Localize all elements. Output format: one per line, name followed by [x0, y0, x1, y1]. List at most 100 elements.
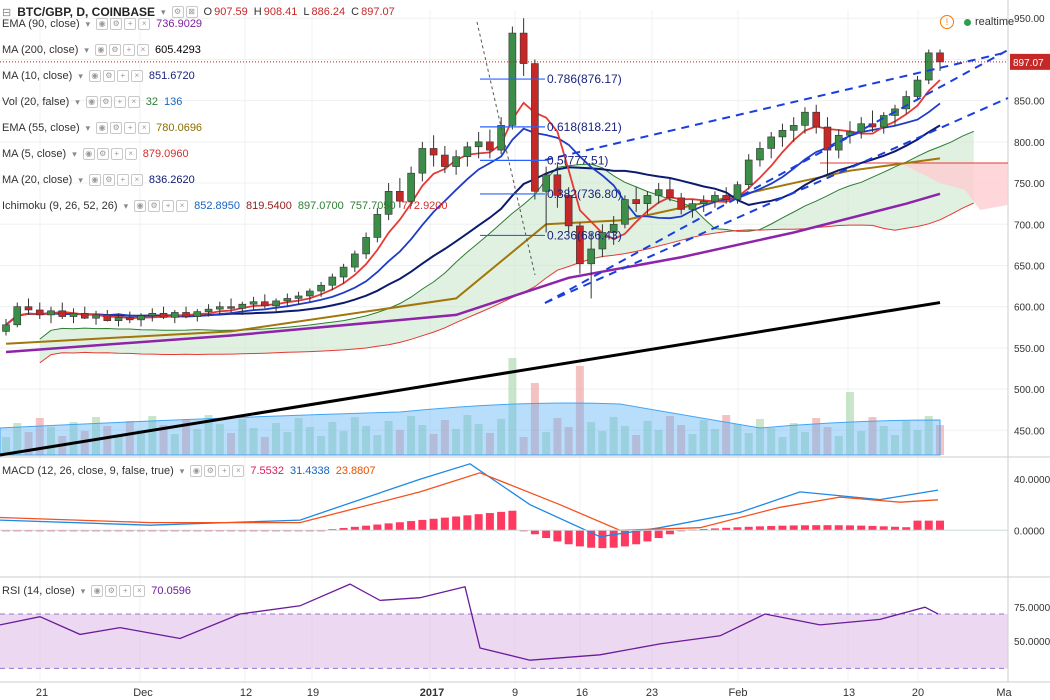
- ohlc-high: 908.41: [263, 6, 298, 18]
- volume-bar: [227, 433, 236, 455]
- price-tick-label: 450.00: [1014, 426, 1045, 437]
- candle-body: [418, 148, 427, 174]
- price-tick-label: 500.00: [1014, 385, 1045, 396]
- candle-body: [58, 310, 67, 317]
- macd-histogram-bar: [620, 530, 629, 547]
- date-tick-label: 12: [240, 687, 252, 699]
- macd-histogram-bar: [913, 520, 922, 531]
- ohlc-low: 886.24: [311, 6, 346, 18]
- rsi-tick-label: 50.0000: [1014, 637, 1050, 648]
- candle-body: [553, 174, 562, 196]
- indicator-value: 819.5400: [245, 200, 292, 212]
- indicator-controls[interactable]: ◉ ⚙ + ×: [190, 465, 245, 477]
- volume-bar: [80, 431, 89, 455]
- fib-level-label: 0.236(686.43): [547, 228, 622, 242]
- indicator-controls[interactable]: ◉ ⚙ + ×: [82, 148, 137, 160]
- indicator-dropdown-icon[interactable]: ▾: [78, 174, 83, 185]
- indicator-controls[interactable]: ◉ ⚙ + ×: [88, 70, 143, 82]
- volume-bar: [924, 416, 933, 455]
- indicator-dropdown-icon[interactable]: ▾: [80, 585, 86, 596]
- volume-bar: [69, 422, 78, 455]
- candle-body: [441, 154, 449, 167]
- indicator-controls[interactable]: ◉ ⚙ + ×: [134, 200, 189, 212]
- indicator-dropdown-icon[interactable]: ▾: [75, 96, 80, 107]
- trend-line-lower: [544, 97, 1009, 304]
- volume-bar: [452, 429, 461, 455]
- volume-bar: [722, 415, 731, 455]
- macd-legend: MACD (12, 26, close, 9, false, true) ▾ ◉ ⚙ +…: [2, 463, 376, 479]
- macd-histogram-bar: [733, 527, 742, 531]
- indicator-controls[interactable]: ◉ ⚙ + ×: [85, 96, 140, 108]
- realtime-indicator: ! realtime: [940, 15, 1014, 29]
- indicator-legend-1: MA (200, close) ▾ ◉ ⚙ + × 605.4293: [2, 42, 201, 58]
- volume-bar: [384, 421, 393, 455]
- candle-body: [317, 284, 325, 292]
- indicator-dropdown-icon[interactable]: ▾: [85, 122, 91, 133]
- indicator-controls[interactable]: ◉ ⚙ + ×: [91, 585, 146, 597]
- indicator-legend-5: MA (5, close) ▾ ◉ ⚙ + × 879.0960: [2, 146, 189, 162]
- indicator-dropdown-icon[interactable]: ▾: [179, 465, 185, 476]
- macd-histogram-bar: [407, 521, 416, 531]
- volume-bar: [868, 417, 877, 455]
- collapse-icon[interactable]: ⊟: [2, 6, 12, 19]
- indicator-dropdown-icon[interactable]: ▾: [85, 18, 91, 29]
- indicator-controls[interactable]: ◉ ⚙ + ×: [94, 44, 149, 56]
- candle-body: [474, 141, 483, 148]
- indicator-dropdown-icon[interactable]: ▾: [84, 44, 89, 55]
- warning-icon[interactable]: !: [940, 15, 954, 29]
- indicator-controls[interactable]: ◉ ⚙ + ×: [96, 18, 151, 30]
- candle-body: [486, 141, 494, 151]
- volume-bar: [463, 415, 472, 455]
- volume-bar: [35, 418, 44, 455]
- candle-body: [170, 312, 179, 318]
- macd-histogram-bar: [553, 530, 562, 542]
- macd-histogram-bar: [868, 525, 877, 531]
- candle-body: [306, 290, 314, 297]
- symbol-header: ⊟ BTC/GBP, D, COINBASE ▾ ⚙ ⊠ O 907.59 H 9…: [2, 4, 395, 20]
- indicator-controls[interactable]: ◉ ⚙ + ×: [96, 122, 151, 134]
- indicator-dropdown-icon[interactable]: ▾: [123, 200, 129, 211]
- indicator-dropdown-icon[interactable]: ▾: [72, 148, 77, 159]
- candle-body: [216, 306, 224, 310]
- volume-bar: [350, 417, 359, 455]
- candle-body: [688, 203, 697, 210]
- symbol-dropdown-icon[interactable]: ▾: [161, 6, 166, 17]
- volume-bar: [103, 426, 112, 455]
- date-tick-label: 19: [307, 687, 319, 699]
- volume-bar: [530, 383, 539, 455]
- ohlc-low-label: L: [303, 6, 310, 18]
- candle-body: [576, 225, 584, 265]
- candle-body: [677, 197, 685, 210]
- macd-histogram-bar: [362, 525, 371, 531]
- candle-body: [373, 214, 382, 238]
- macd-histogram-bar: [890, 526, 899, 531]
- volume-bar: [890, 435, 899, 455]
- candle-body: [193, 311, 202, 317]
- candle-body: [463, 146, 472, 157]
- candle-body: [24, 306, 33, 311]
- volume-bar: [429, 434, 438, 455]
- volume-ma-area: [0, 402, 941, 456]
- candle-body: [778, 130, 787, 138]
- volume-bar: [575, 366, 584, 455]
- volume-bar: [733, 424, 742, 455]
- fib-level-label: 0.786(876.17): [547, 72, 622, 86]
- candle-body: [936, 52, 944, 63]
- macd-line: [0, 463, 939, 538]
- macd-histogram-bar: [440, 517, 449, 531]
- macd-histogram-bar: [755, 526, 764, 531]
- candle-body: [35, 309, 44, 316]
- indicator-controls[interactable]: ◉ ⚙ + ×: [88, 174, 143, 186]
- macd-histogram-bar: [902, 527, 911, 531]
- symbol-controls[interactable]: ⚙ ⊠: [171, 6, 198, 18]
- date-tick-label: 21: [36, 687, 48, 699]
- indicator-value: 879.0960: [142, 148, 189, 160]
- ichimoku-span-a: [39, 130, 974, 340]
- macd-histogram-bar: [632, 530, 641, 545]
- price-tick-label: 700.00: [1014, 220, 1045, 231]
- candle-body: [598, 232, 607, 250]
- indicator-dropdown-icon[interactable]: ▾: [78, 70, 83, 81]
- volume-bar: [508, 358, 517, 455]
- macd-histogram-bar: [598, 530, 607, 549]
